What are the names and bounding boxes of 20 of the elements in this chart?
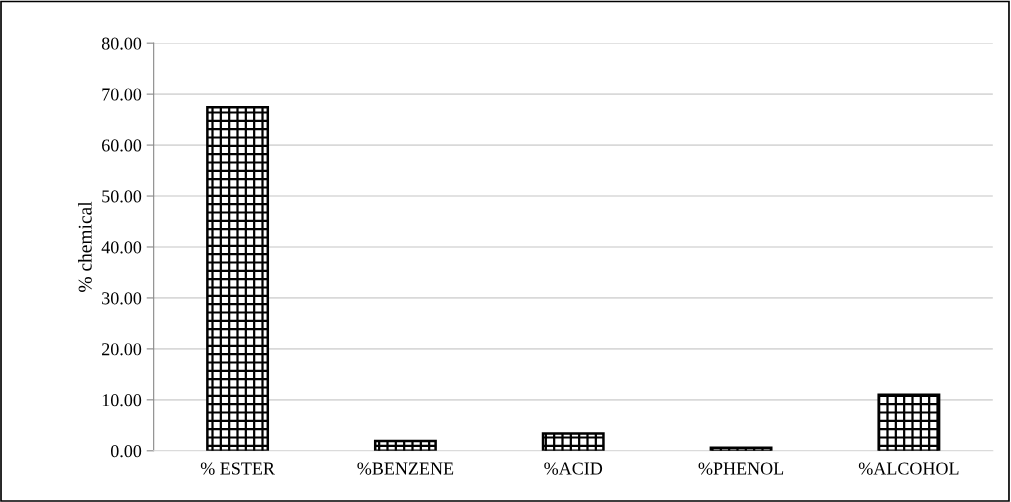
bar — [709, 446, 773, 451]
y-tick-label: 60.00 — [102, 139, 142, 152]
y-tick-label: 70.00 — [102, 88, 142, 101]
y-tick-label: 0.00 — [110, 445, 142, 458]
bar — [541, 432, 605, 451]
bar — [877, 393, 941, 451]
x-tick-label: % ESTER — [200, 462, 275, 475]
y-tick-label: 40.00 — [101, 241, 142, 254]
y-tick-label: 30.00 — [102, 292, 142, 305]
bar — [206, 106, 270, 451]
bar — [373, 439, 437, 451]
x-tick-label: %ALCOHOL — [858, 462, 959, 475]
y-tick-label: 80.00 — [101, 37, 142, 50]
x-tick-label: %BENZENE — [357, 462, 454, 475]
y-tick-label: 10.00 — [102, 394, 142, 407]
y-tick-label: 20.00 — [102, 343, 142, 356]
x-tick-label: %ACID — [544, 462, 603, 475]
y-tick-label: 50.00 — [102, 190, 142, 203]
x-tick-label: %PHENOL — [698, 462, 784, 475]
y-axis-title: % chemical — [78, 201, 92, 292]
